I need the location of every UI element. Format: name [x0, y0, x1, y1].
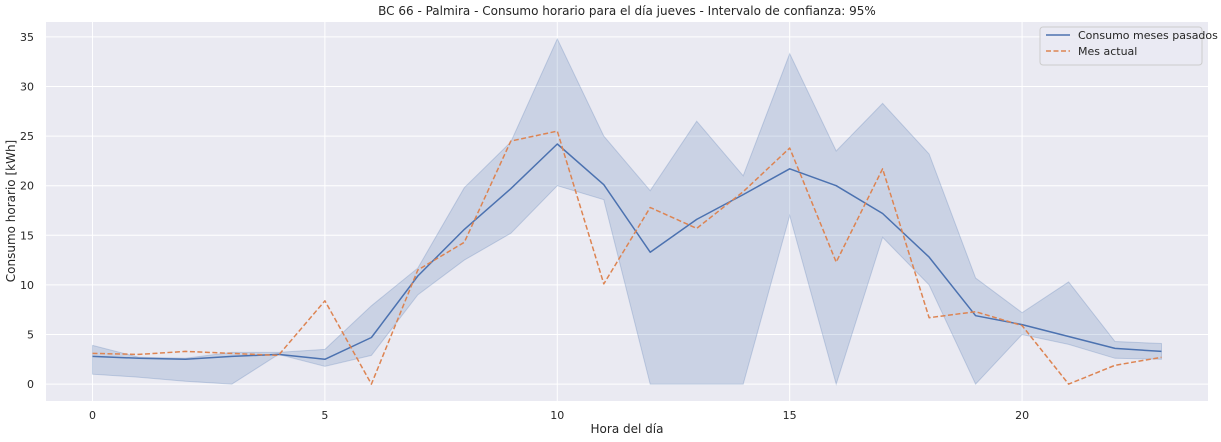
series-line-0 — [92, 143, 1162, 361]
y-tick-label: 5 — [27, 329, 34, 342]
confidence-band — [92, 37, 1162, 386]
legend: Consumo meses pasados Mes actual — [1039, 26, 1218, 66]
legend-box — [1039, 26, 1203, 66]
y-tick-label: 10 — [20, 279, 34, 292]
series-line-1 — [92, 130, 1162, 385]
y-ticks: 0 5 10 15 20 25 30 35 — [20, 31, 34, 391]
grid — [46, 22, 1208, 401]
y-tick-label: 20 — [20, 180, 34, 193]
chart-title: BC 66 - Palmira - Consumo horario para e… — [378, 4, 876, 18]
plot-area — [46, 22, 1208, 401]
x-axis-label: Hora del día — [591, 422, 664, 436]
y-tick-label: 0 — [27, 378, 34, 391]
series-lines — [92, 130, 1162, 385]
x-tick-label: 10 — [550, 409, 564, 422]
y-tick-label: 15 — [20, 229, 34, 242]
legend-label-mes-actual: Mes actual — [1078, 45, 1137, 58]
y-axis-label: Consumo horario [kWh] — [4, 140, 18, 282]
y-tick-label: 35 — [20, 31, 34, 44]
x-tick-label: 5 — [321, 409, 328, 422]
y-tick-label: 25 — [20, 130, 34, 143]
x-tick-label: 20 — [1015, 409, 1029, 422]
x-tick-label: 15 — [783, 409, 797, 422]
y-tick-label: 30 — [20, 80, 34, 93]
x-ticks: 0 5 10 15 20 — [89, 409, 1029, 422]
x-tick-label: 0 — [89, 409, 96, 422]
legend-label-consumo-meses-pasados: Consumo meses pasados — [1078, 29, 1218, 42]
